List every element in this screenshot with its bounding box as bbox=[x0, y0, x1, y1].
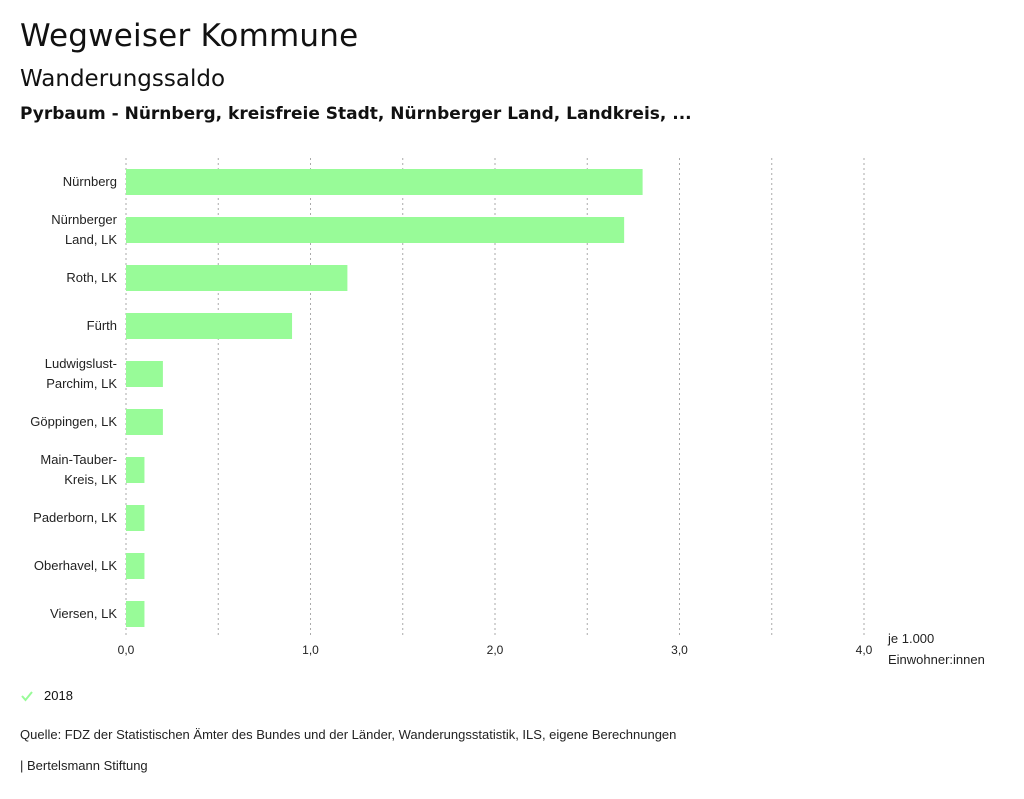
category-labels: Nürnberg Nürnberger Land, LK Roth, LK Fürth L… bbox=[30, 174, 117, 621]
bar[interactable] bbox=[126, 553, 145, 579]
brand-note[interactable]: | Bertelsmann Stiftung bbox=[20, 758, 148, 773]
bar[interactable] bbox=[126, 217, 625, 243]
bar[interactable] bbox=[126, 361, 163, 387]
category-label: Main-Tauber-Kreis, LK bbox=[40, 452, 117, 487]
category-label: Viersen, LK bbox=[50, 606, 117, 621]
x-tick-label: 1,0 bbox=[302, 643, 319, 657]
bar[interactable] bbox=[126, 601, 145, 627]
chart-subtitle: Wanderungssaldo bbox=[20, 66, 226, 92]
check-icon bbox=[21, 690, 33, 702]
bar[interactable] bbox=[126, 265, 348, 291]
category-label: Nürnberger Land, LK bbox=[51, 212, 117, 247]
x-tick-labels: 0,0 1,0 2,0 3,0 4,0 bbox=[118, 643, 873, 657]
category-label: Fürth bbox=[87, 318, 117, 333]
x-axis-unit-line1: je 1.000 bbox=[887, 631, 934, 646]
category-label: Ludwigslust-Parchim, LK bbox=[45, 356, 118, 391]
x-axis-unit-line2: Einwohner:innen bbox=[888, 652, 985, 667]
bar[interactable] bbox=[126, 169, 643, 195]
legend-label: 2018 bbox=[44, 688, 73, 703]
region-label: Pyrbaum - Nürnberg, kreisfreie Stadt, Nü… bbox=[20, 104, 692, 124]
bar[interactable] bbox=[126, 409, 163, 435]
category-label: Oberhavel, LK bbox=[34, 558, 117, 573]
x-tick-label: 4,0 bbox=[856, 643, 873, 657]
bar[interactable] bbox=[126, 313, 293, 339]
bar-chart: Nürnberg Nürnberger Land, LK Roth, LK Fürth L… bbox=[30, 158, 985, 667]
x-tick-label: 2,0 bbox=[487, 643, 504, 657]
category-label: Roth, LK bbox=[66, 270, 117, 285]
bar[interactable] bbox=[126, 457, 145, 483]
legend[interactable]: 2018 bbox=[20, 688, 73, 703]
bars bbox=[126, 169, 643, 627]
page-title: Wegweiser Kommune bbox=[20, 18, 359, 54]
source-note: Quelle: FDZ der Statistischen Ämter des … bbox=[20, 727, 677, 742]
category-label: Paderborn, LK bbox=[33, 510, 117, 525]
x-tick-label: 0,0 bbox=[118, 643, 135, 657]
category-label: Nürnberg bbox=[63, 174, 117, 189]
category-label: Göppingen, LK bbox=[30, 414, 117, 429]
bar[interactable] bbox=[126, 505, 145, 531]
x-tick-label: 3,0 bbox=[671, 643, 688, 657]
